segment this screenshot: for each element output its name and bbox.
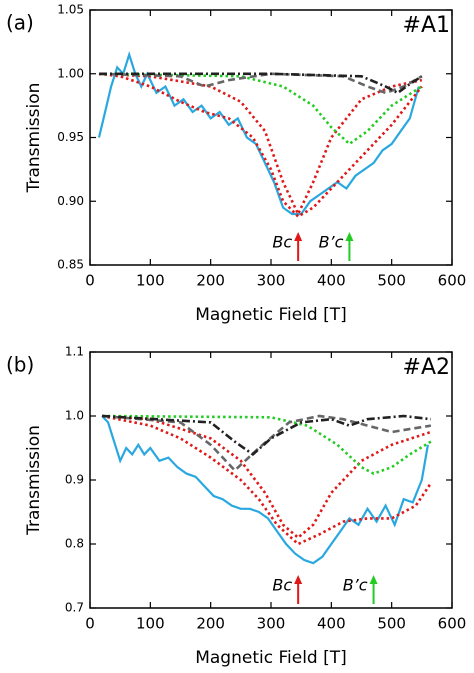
x-tick-label: 300 [257,615,286,633]
data-line [101,414,432,546]
data-line [97,50,420,216]
x-tick-label: 400 [317,615,346,633]
y-tick-label: 0.8 [65,537,84,551]
annotation: B’c [343,576,368,595]
y-tick-label: 1.05 [57,3,84,17]
data-line [98,72,423,218]
panel-tag: #A1 [403,13,450,38]
x-axis-label: Magnetic Field [T] [195,648,347,668]
data-line [102,414,432,457]
y-tick-label: 0.95 [57,130,84,144]
data-line [98,72,423,146]
arrow-head [294,575,303,584]
x-tick-label: 600 [438,615,467,633]
data-line [99,72,423,95]
data-line [101,414,432,473]
annotation: B’c [319,233,344,252]
data-line [102,414,432,476]
plot-frame [89,351,453,609]
arrow-head [345,232,354,241]
y-axis-label: Transmission [24,425,44,536]
x-tick-label: 600 [438,272,467,290]
x-tick-label: 500 [377,615,406,633]
x-tick-label: 0 [85,615,95,633]
annotation: Bc [272,576,292,595]
annotation: Bc [272,233,292,252]
y-tick-label: 0.85 [57,258,84,272]
x-tick-label: 0 [85,272,95,290]
x-axis-label: Magnetic Field [T] [195,305,347,325]
arrow-head [294,232,303,241]
data-line [102,414,432,540]
data-line [98,72,423,95]
x-tick-label: 300 [257,272,286,290]
data-line [101,415,429,565]
panel-label: (a) [6,11,34,35]
y-axis-label: Transmission [24,83,44,194]
y-tick-label: 0.9 [65,473,84,487]
data-line [98,72,423,219]
x-tick-label: 400 [317,272,346,290]
x-tick-label: 200 [196,615,225,633]
x-tick-label: 100 [136,272,165,290]
x-tick-label: 100 [136,615,165,633]
plot-frame [89,9,453,266]
x-tick-label: 500 [377,272,406,290]
y-tick-label: 0.7 [65,601,84,615]
y-tick-label: 1.1 [65,345,84,359]
y-tick-label: 1.00 [57,66,84,80]
arrow-head [369,575,378,584]
y-tick-label: 0.90 [57,194,84,208]
y-tick-label: 1.0 [65,409,84,423]
x-tick-label: 200 [196,272,225,290]
panel-tag: #A2 [403,355,450,380]
panel-label: (b) [6,353,34,377]
